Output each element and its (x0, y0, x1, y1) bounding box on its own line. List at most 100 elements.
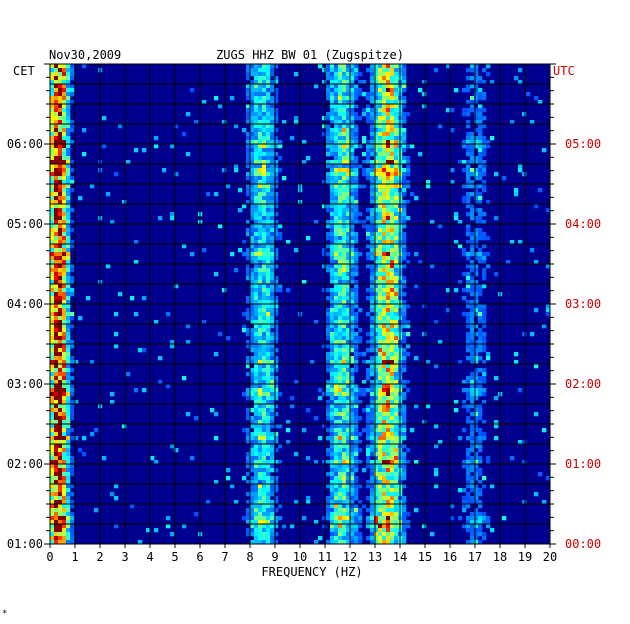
spectrogram-cell (386, 440, 391, 445)
spectrogram-cell (474, 216, 479, 221)
spectrogram-cell (382, 104, 387, 109)
spectrogram-cell (386, 348, 391, 353)
spectrogram-cell (302, 428, 307, 433)
spectrogram-cell (382, 120, 387, 125)
spectrogram-cell (254, 432, 259, 437)
spectrogram-cell (262, 220, 267, 225)
spectrogram-cell (262, 148, 267, 153)
spectrogram-cell (478, 164, 483, 169)
spectrogram-cell (330, 188, 335, 193)
spectrogram-cell (374, 408, 379, 413)
spectrogram-cell (350, 540, 355, 545)
spectrogram-cell (382, 136, 387, 141)
spectrogram-cell (58, 356, 63, 361)
spectrogram-cell (158, 380, 163, 385)
spectrogram-cell (378, 476, 383, 481)
spectrogram-cell (470, 488, 475, 493)
spectrogram-cell (278, 156, 283, 161)
spectrogram-cell (326, 172, 331, 177)
spectrogram-cell (58, 332, 63, 337)
spectrogram-cell (482, 312, 487, 317)
spectrogram-cell (350, 276, 355, 281)
spectrogram-cell (478, 328, 483, 333)
spectrogram-cell (246, 312, 251, 317)
left-tick-label: 05:00 (7, 217, 43, 231)
spectrogram-cell (386, 420, 391, 425)
spectrogram-cell (338, 532, 343, 537)
spectrogram-cell (342, 444, 347, 449)
spectrogram-cell (130, 504, 135, 509)
spectrogram-cell (266, 76, 271, 81)
spectrogram-cell (282, 176, 287, 181)
spectrogram-cell (58, 184, 63, 189)
spectrogram-cell (250, 232, 255, 237)
spectrogram-cell (262, 332, 267, 337)
spectrogram-cell (66, 416, 71, 421)
spectrogram-cell (246, 92, 251, 97)
spectrogram-cell (62, 128, 67, 133)
spectrogram-cell (350, 112, 355, 117)
spectrogram-cell (370, 64, 375, 69)
spectrogram-cell (402, 68, 407, 73)
spectrogram-cell (258, 520, 263, 525)
spectrogram-cell (250, 84, 255, 89)
spectrogram-cell (250, 120, 255, 125)
spectrogram-cell (470, 212, 475, 217)
spectrogram-cell (254, 232, 259, 237)
spectrogram-cell (374, 172, 379, 177)
spectrogram-cell (354, 96, 359, 101)
spectrogram-cell (378, 504, 383, 509)
spectrogram-cell (374, 224, 379, 229)
spectrogram-cell (54, 92, 59, 97)
spectrogram-cell (470, 456, 475, 461)
spectrogram-cell (70, 292, 75, 297)
spectrogram-cell (334, 372, 339, 377)
spectrogram-cell (386, 196, 391, 201)
spectrogram-cell (258, 260, 263, 265)
spectrogram-cell (250, 496, 255, 501)
spectrogram-cell (270, 392, 275, 397)
x-tick-label: 2 (96, 550, 103, 564)
spectrogram-cell (370, 524, 375, 529)
spectrogram-cell (474, 72, 479, 77)
spectrogram-cell (326, 252, 331, 257)
spectrogram-cell (250, 168, 255, 173)
spectrogram-cell (346, 364, 351, 369)
spectrogram-cell (470, 428, 475, 433)
spectrogram-cell (386, 464, 391, 469)
spectrogram-cell (478, 196, 483, 201)
spectrogram-cell (338, 408, 343, 413)
spectrogram-cell (342, 512, 347, 517)
spectrogram-cell (478, 440, 483, 445)
spectrogram-cell (346, 260, 351, 265)
spectrogram-cell (262, 68, 267, 73)
spectrogram-cell (62, 476, 67, 481)
spectrogram-cell (270, 540, 275, 545)
spectrogram-cell (62, 268, 67, 273)
spectrogram-cell (330, 184, 335, 189)
spectrogram-cell (518, 80, 523, 85)
spectrogram-cell (262, 176, 267, 181)
spectrogram-cell (330, 356, 335, 361)
spectrogram-cell (434, 364, 439, 369)
spectrogram-cell (250, 272, 255, 277)
spectrogram-cell (238, 188, 243, 193)
spectrogram-cell (354, 232, 359, 237)
spectrogram-cell (390, 164, 395, 169)
spectrogram-cell (466, 452, 471, 457)
spectrogram-cell (334, 496, 339, 501)
spectrogram-cell (374, 68, 379, 73)
spectrogram-cell (250, 208, 255, 213)
spectrogram-cell (58, 132, 63, 137)
spectrogram-cell (470, 328, 475, 333)
spectrogram-cell (362, 108, 367, 113)
spectrogram-cell (386, 388, 391, 393)
spectrogram-cell (70, 124, 75, 129)
spectrogram-cell (262, 180, 267, 185)
spectrogram-cell (334, 384, 339, 389)
spectrogram-cell (330, 248, 335, 253)
spectrogram-cell (470, 436, 475, 441)
spectrogram-cell (62, 364, 67, 369)
spectrogram-cell (70, 100, 75, 105)
spectrogram-cell (262, 204, 267, 209)
